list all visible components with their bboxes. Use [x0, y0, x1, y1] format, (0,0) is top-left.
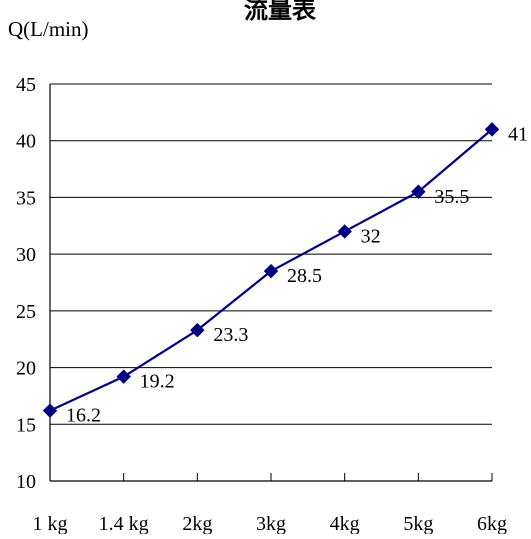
- y-tick-label: 40: [16, 131, 36, 153]
- tick-labels: 10 15 20 25 30 35 40 45 1 kg 1.4 kg 2kg 3kg 4kg 5kg 6k…: [16, 74, 507, 535]
- data-label: 19.2: [140, 371, 175, 393]
- y-axis-label: Q(L/min): [8, 17, 88, 41]
- x-tick-label: 5kg: [403, 513, 433, 534]
- y-tick-label: 30: [16, 244, 36, 266]
- y-tick-label: 15: [16, 414, 36, 436]
- x-tick-label: 3kg: [256, 513, 286, 534]
- x-tick-label: 4kg: [330, 513, 360, 534]
- data-point: [42, 403, 58, 418]
- y-tick-label: 10: [16, 471, 36, 493]
- y-tick-label: 20: [16, 358, 36, 380]
- y-tick-label: 35: [16, 187, 36, 209]
- data-label: 35.5: [434, 186, 469, 208]
- x-tick-label: 1.4 kg: [99, 513, 149, 534]
- series: [42, 122, 500, 418]
- data-point: [337, 224, 352, 239]
- data-labels: 16.2 19.2 23.3 28.5 32 35.5 41: [66, 123, 528, 426]
- data-label: 23.3: [213, 324, 248, 346]
- y-tick-label: 45: [16, 74, 36, 96]
- chart-title: 流量表: [244, 0, 317, 24]
- x-tick-label: 2kg: [182, 513, 212, 534]
- x-tick-label: 6kg: [477, 513, 507, 534]
- data-point: [263, 263, 279, 279]
- data-label: 28.5: [287, 265, 322, 287]
- data-label: 16.2: [66, 405, 101, 427]
- x-tick-label: 1 kg: [33, 513, 68, 534]
- data-label: 41: [508, 123, 528, 145]
- data-point: [190, 322, 205, 338]
- data-label: 32: [361, 225, 381, 247]
- axes: [49, 84, 493, 482]
- data-point: [484, 122, 500, 137]
- data-point: [116, 369, 131, 384]
- y-tick-label: 25: [16, 301, 36, 323]
- data-point: [411, 184, 426, 199]
- gridlines: [50, 83, 492, 425]
